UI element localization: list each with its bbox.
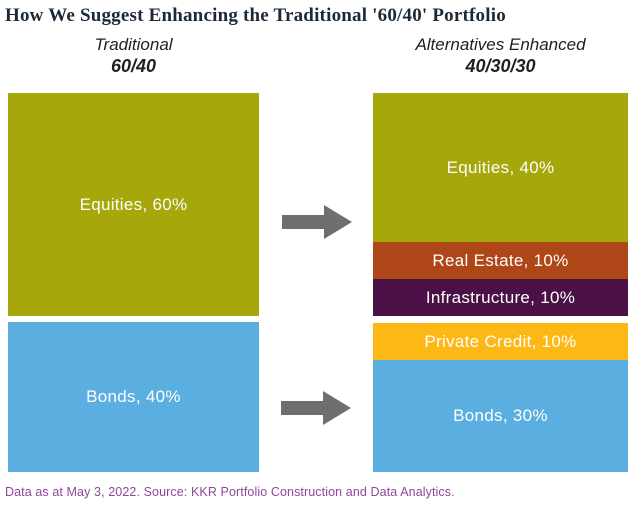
left-column-header-allocation: 60/40 [110, 56, 157, 76]
right-arrow-icon [282, 205, 352, 239]
left-column-header-name: Traditional [94, 35, 173, 54]
segment-label: Real Estate, 10% [432, 250, 569, 270]
segment-enhanced-bonds: Bonds, 30% [373, 360, 628, 472]
segment-enhanced-equities: Equities, 40% [373, 93, 628, 242]
segment-traditional-bonds: Bonds, 40% [8, 322, 259, 472]
segment-enhanced-real-estate: Real Estate, 10% [373, 242, 628, 279]
segment-label: Equities, 60% [79, 194, 188, 214]
segment-label: Infrastructure, 10% [425, 287, 576, 307]
segment-label: Private Credit, 10% [424, 331, 577, 351]
source-footnote: Data as at May 3, 2022. Source: KKR Port… [5, 485, 455, 499]
right-column-header-allocation: 40/30/30 [465, 56, 536, 76]
segment-enhanced-private-credit: Private Credit, 10% [373, 323, 628, 360]
right-arrow-icon [281, 391, 351, 425]
segment-label: Bonds, 30% [453, 406, 548, 425]
segment-label: Equities, 40% [446, 157, 555, 177]
left-column-header: Traditional 60/40 [8, 34, 259, 78]
chart-title: How We Suggest Enhancing the Traditional… [5, 5, 506, 26]
segment-enhanced-infrastructure: Infrastructure, 10% [373, 279, 628, 316]
segment-traditional-equities: Equities, 60% [8, 93, 259, 316]
right-column-header: Alternatives Enhanced 40/30/30 [373, 34, 628, 78]
segment-label: Bonds, 40% [86, 387, 181, 406]
right-column-header-name: Alternatives Enhanced [415, 35, 586, 54]
